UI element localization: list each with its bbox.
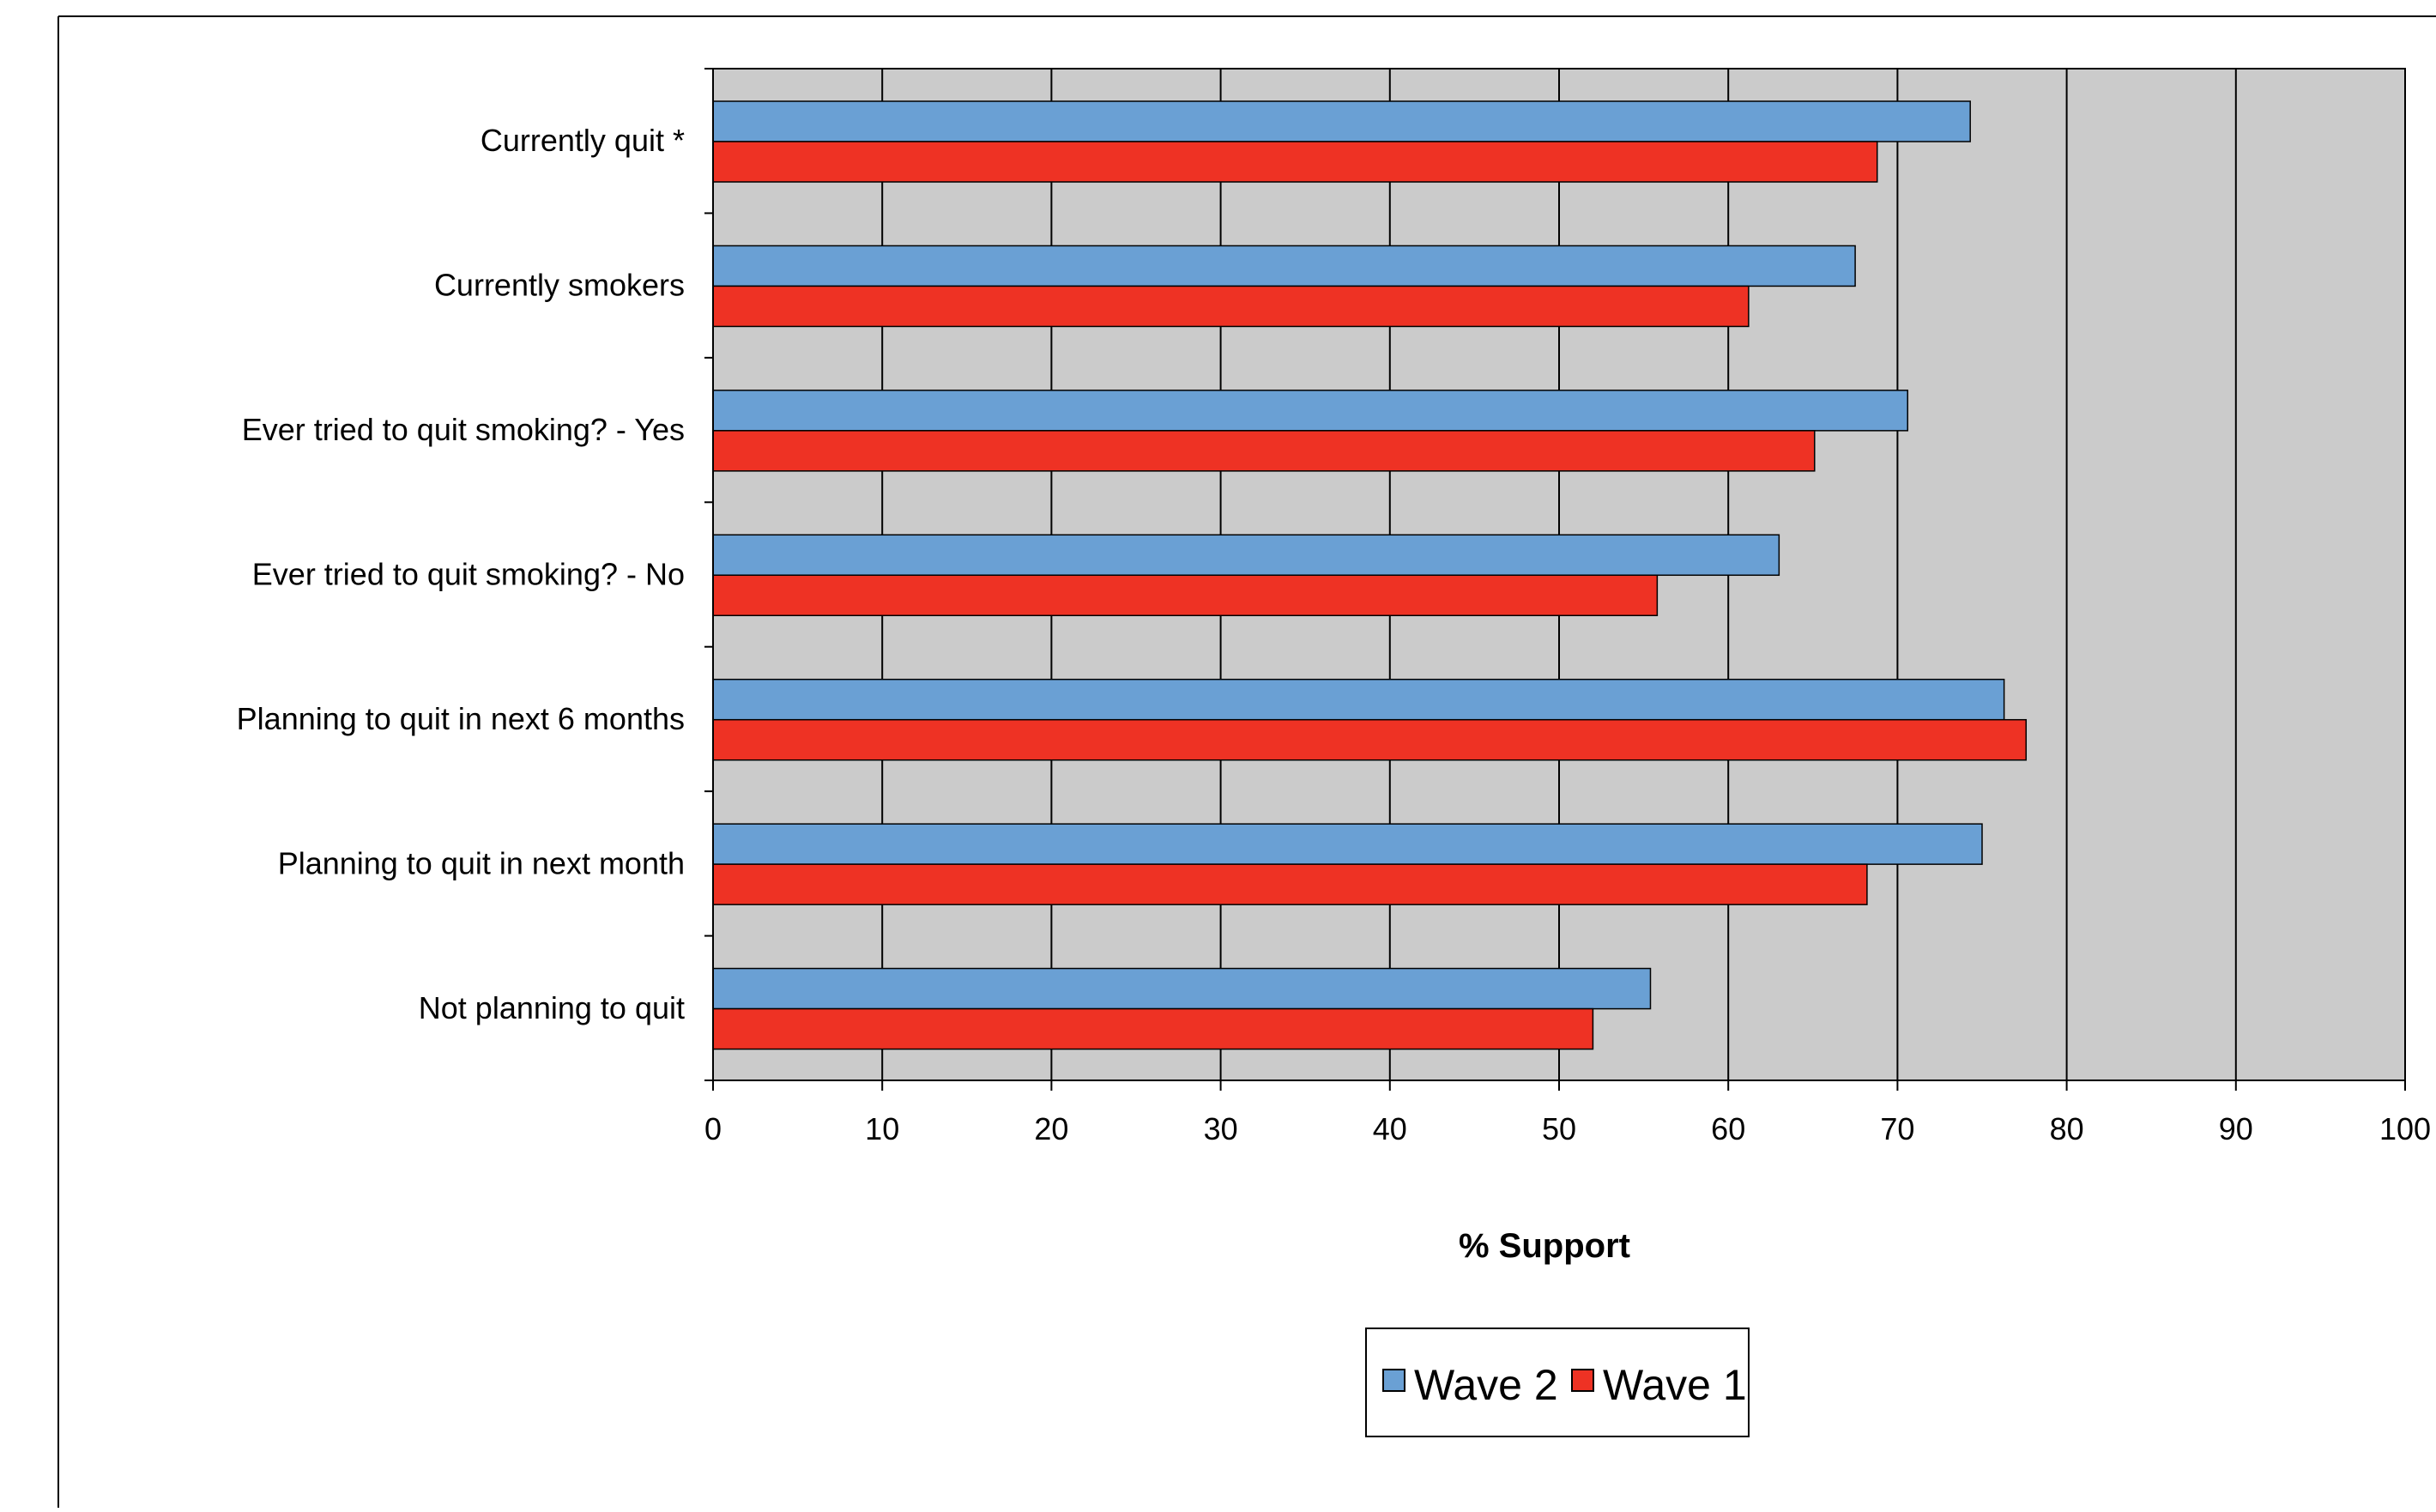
legend-label-wave-1: Wave 1 (1603, 1361, 1747, 1409)
x-tick-label-50: 50 (1542, 1111, 1576, 1146)
legend-box (1365, 1328, 1750, 1437)
x-tick-label-80: 80 (2050, 1111, 2084, 1146)
bar-wave-1-2 (712, 430, 1816, 472)
x-tick-label-70: 70 (1880, 1111, 1914, 1146)
bar-wave-2-6 (712, 967, 1652, 1010)
bar-wave-1-4 (712, 718, 2028, 761)
x-tick-label-0: 0 (704, 1111, 722, 1146)
category-label-5: Planning to quit in next month (278, 845, 685, 880)
x-axis-title: % Support (1459, 1227, 1630, 1265)
category-label-2: Ever tried to quit smoking? - Yes (242, 412, 685, 447)
legend-swatch-wave-1 (1571, 1369, 1594, 1392)
category-label-1: Currently smokers (434, 268, 685, 303)
x-tick-label-60: 60 (1711, 1111, 1745, 1146)
bar-wave-1-1 (712, 285, 1750, 328)
bar-wave-1-3 (712, 574, 1659, 617)
x-tick-label-90: 90 (2219, 1111, 2253, 1146)
x-tick-label-20: 20 (1034, 1111, 1068, 1146)
legend: Wave 2 Wave 1 (1365, 1328, 1750, 1437)
x-tick-label-100: 100 (2379, 1111, 2431, 1146)
x-tick-label-30: 30 (1204, 1111, 1238, 1146)
bar-wave-2-0 (712, 100, 1971, 142)
bar-wave-2-5 (712, 823, 1983, 865)
legend-label-wave-2: Wave 2 (1414, 1361, 1558, 1409)
legend-swatch-wave-2 (1382, 1369, 1405, 1392)
category-label-4: Planning to quit in next 6 months (237, 701, 685, 736)
bar-wave-1-5 (712, 863, 1868, 905)
x-tick-label-10: 10 (865, 1111, 899, 1146)
category-label-3: Ever tried to quit smoking? - No (252, 557, 685, 592)
bar-wave-2-3 (712, 534, 1780, 577)
category-label-0: Currently quit * (481, 123, 685, 158)
x-tick-label-40: 40 (1373, 1111, 1407, 1146)
bar-wave-2-4 (712, 678, 2005, 721)
axis-layer: 0 10 20 30 40 50 60 70 80 90 100 Currently quit * Cu… (237, 68, 2431, 1146)
bar-wave-2-1 (712, 245, 1856, 287)
bar-wave-1-6 (712, 1007, 1594, 1050)
bar-wave-2-2 (712, 390, 1908, 432)
category-label-6: Not planning to quit (419, 990, 685, 1025)
bar-wave-1-0 (712, 141, 1878, 183)
